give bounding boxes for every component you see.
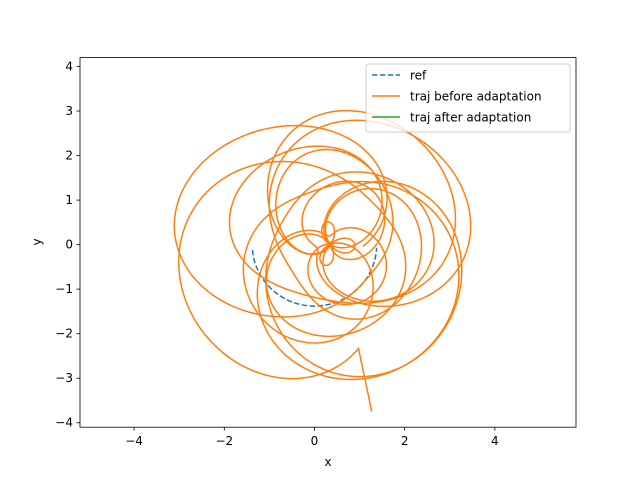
- y-tick-label: −1: [55, 282, 73, 296]
- y-tick-label: −3: [55, 371, 73, 385]
- y-axis-label: y: [30, 238, 44, 245]
- legend-label-0: ref: [410, 69, 427, 83]
- plot-area: [173, 109, 472, 412]
- legend-label-1: traj before adaptation: [410, 90, 542, 104]
- y-tick-label: −4: [55, 416, 73, 430]
- x-tick-label: 0: [311, 434, 319, 448]
- y-tick-label: 1: [65, 193, 73, 207]
- x-tick-label: 4: [491, 434, 499, 448]
- y-tick-label: 3: [65, 104, 73, 118]
- axes-frame: [79, 57, 577, 428]
- x-tick-label: 2: [401, 434, 409, 448]
- series-line-0: [251, 247, 378, 307]
- legend-box: [365, 63, 571, 133]
- y-tick-label: −2: [55, 327, 73, 341]
- x-axis-label: x: [324, 455, 331, 469]
- legend: ref traj before adaptation traj after adap…: [365, 63, 571, 133]
- y-axis-ticks: −4 −3 −2 −1 0 1 2 3 4: [55, 60, 80, 430]
- y-tick-label: 4: [65, 60, 73, 74]
- series-line-1: [173, 109, 472, 412]
- y-tick-label: 0: [65, 238, 73, 252]
- x-axis-ticks: −4 −2 0 2 4: [125, 427, 499, 448]
- x-tick-label: −4: [125, 434, 143, 448]
- legend-label-2: traj after adaptation: [410, 111, 531, 125]
- x-tick-label: −2: [215, 434, 233, 448]
- y-tick-label: 2: [65, 149, 73, 163]
